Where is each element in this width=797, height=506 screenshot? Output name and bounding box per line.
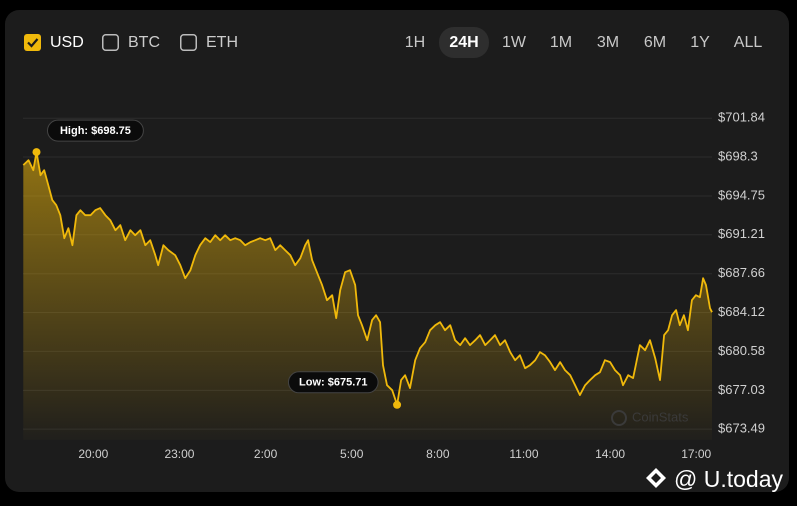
y-tick-label: $701.84	[718, 110, 765, 125]
range-button[interactable]: 24H	[439, 27, 489, 58]
price-line	[22, 151, 713, 406]
checkbox-checked	[24, 34, 41, 51]
y-tick-label: $687.66	[718, 265, 765, 280]
annotation-pill	[46, 119, 144, 142]
annotation-pill	[287, 371, 379, 394]
range-label: 6M	[644, 34, 666, 51]
y-tick-label: $677.03	[718, 382, 765, 397]
range-button[interactable]: ALL	[734, 34, 763, 51]
range-button[interactable]: 1H	[405, 34, 425, 51]
extreme-point	[32, 148, 41, 157]
y-tick-label: $698.3	[718, 148, 758, 163]
currency-label: BTC	[128, 34, 160, 51]
x-tick-label: 8:00	[426, 447, 450, 461]
range-label: ALL	[734, 34, 763, 51]
site-watermark: @ U.today	[674, 466, 784, 492]
coinstats-watermark: CoinStats	[611, 409, 689, 426]
currency-toggle[interactable]: USD	[24, 34, 84, 51]
range-button[interactable]: 1W	[502, 34, 527, 51]
x-tick-label: 14:00	[595, 447, 625, 461]
x-tick-label: 5:00	[340, 447, 364, 461]
range-button[interactable]: 6M	[644, 34, 666, 51]
range-label: 1W	[502, 34, 527, 51]
y-tick-label: $691.21	[718, 226, 765, 241]
annotation-label: Low: $675.71	[299, 377, 367, 389]
watermark-text: CoinStats	[632, 409, 689, 424]
x-tick-label: 23:00	[164, 447, 194, 461]
y-tick-label: $680.58	[718, 343, 765, 358]
range-button[interactable]: 1M	[550, 34, 572, 51]
site-logo: @ U.today	[646, 466, 784, 492]
currency-label: ETH	[206, 34, 238, 51]
range-label: 1H	[405, 34, 425, 51]
checkmark	[27, 38, 39, 48]
currency-toggle[interactable]: ETH	[180, 34, 238, 51]
x-tick-label: 17:00	[681, 447, 711, 461]
range-button[interactable]: 1Y	[690, 34, 710, 51]
x-tick-label: 2:00	[254, 447, 278, 461]
y-tick-label: $684.12	[718, 304, 765, 319]
checkbox	[180, 34, 197, 51]
area-fill	[23, 152, 712, 440]
y-tick-label: $673.49	[718, 421, 765, 436]
range-label: 24H	[449, 34, 478, 51]
currency-toggle[interactable]: BTC	[102, 34, 160, 51]
range-active-bg	[439, 27, 489, 58]
x-tick-label: 11:00	[509, 447, 538, 461]
range-label: 1M	[550, 34, 572, 51]
y-tick-label: $694.75	[718, 187, 765, 202]
range-label: 1Y	[690, 34, 710, 51]
checkbox	[102, 34, 119, 51]
range-label: 3M	[597, 34, 619, 51]
currency-label: USD	[50, 34, 84, 51]
range-button[interactable]: 3M	[597, 34, 619, 51]
annotation-label: High: $698.75	[60, 125, 131, 137]
extreme-point	[393, 400, 402, 409]
x-tick-label: 20:00	[78, 447, 108, 461]
